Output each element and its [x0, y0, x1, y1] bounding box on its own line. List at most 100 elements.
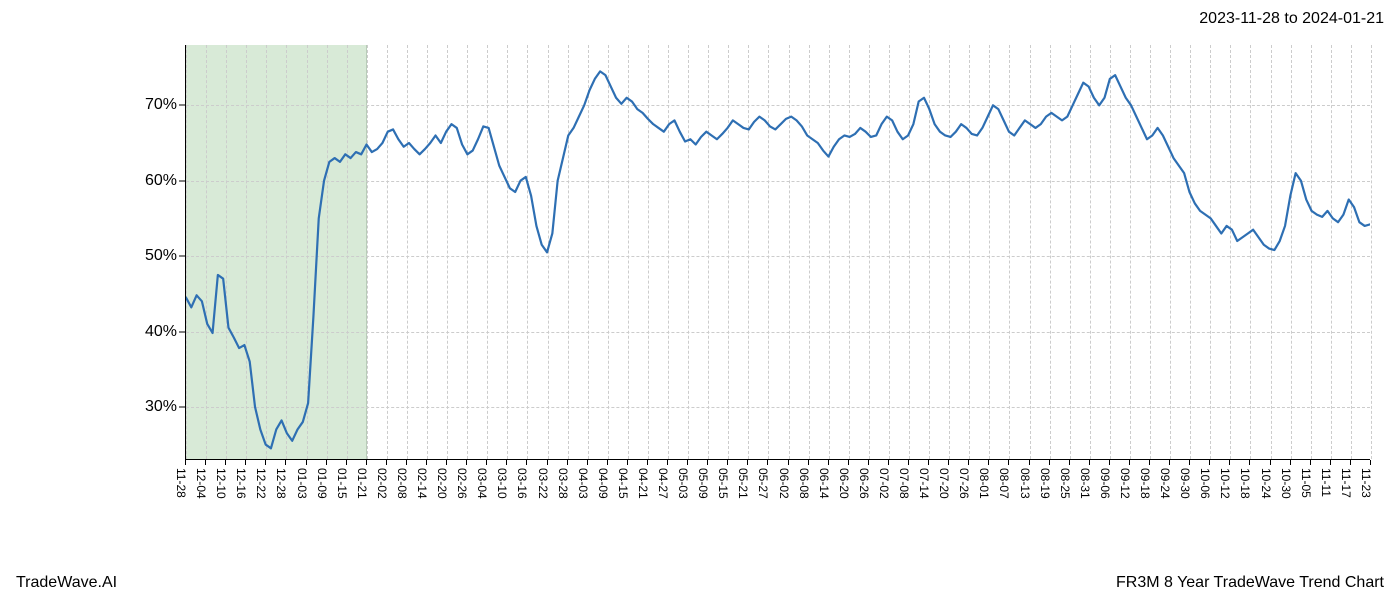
x-tick-label: 02-02 — [375, 468, 389, 499]
x-tick-mark — [1350, 460, 1351, 465]
x-tick-label: 06-14 — [817, 468, 831, 499]
x-tick-mark — [928, 460, 929, 465]
x-tick-label: 02-26 — [455, 468, 469, 499]
x-tick-label: 07-26 — [957, 468, 971, 499]
date-range-label: 2023-11-28 to 2024-01-21 — [1199, 10, 1384, 28]
x-tick-label: 01-15 — [335, 468, 349, 499]
x-tick-mark — [426, 460, 427, 465]
x-tick-label: 03-16 — [515, 468, 529, 499]
x-tick-mark — [788, 460, 789, 465]
v-gridline — [1371, 45, 1372, 459]
x-tick-label: 08-31 — [1078, 468, 1092, 499]
x-tick-mark — [245, 460, 246, 465]
x-tick-mark — [1049, 460, 1050, 465]
x-tick-label: 05-09 — [696, 468, 710, 499]
x-tick-label: 07-20 — [937, 468, 951, 499]
y-tick-label: 60% — [145, 172, 177, 190]
x-tick-label: 05-21 — [736, 468, 750, 499]
x-tick-label: 12-16 — [234, 468, 248, 499]
x-tick-label: 08-19 — [1038, 468, 1052, 499]
x-tick-mark — [627, 460, 628, 465]
x-tick-label: 11-28 — [174, 468, 188, 498]
x-tick-mark — [1370, 460, 1371, 465]
x-tick-label: 07-02 — [877, 468, 891, 499]
x-tick-mark — [667, 460, 668, 465]
x-tick-mark — [747, 460, 748, 465]
x-tick-label: 10-24 — [1259, 468, 1273, 499]
x-tick-label: 04-21 — [636, 468, 650, 499]
x-tick-mark — [466, 460, 467, 465]
x-tick-label: 11-23 — [1359, 468, 1373, 498]
x-tick-mark — [908, 460, 909, 465]
x-tick-mark — [848, 460, 849, 465]
x-tick-mark — [1209, 460, 1210, 465]
x-tick-mark — [306, 460, 307, 465]
x-tick-mark — [687, 460, 688, 465]
x-tick-label: 07-08 — [897, 468, 911, 499]
x-tick-label: 08-01 — [977, 468, 991, 499]
x-tick-mark — [1008, 460, 1009, 465]
x-tick-label: 06-02 — [777, 468, 791, 499]
x-tick-label: 05-15 — [716, 468, 730, 499]
x-tick-mark — [707, 460, 708, 465]
x-tick-mark — [446, 460, 447, 465]
y-tick-label: 30% — [145, 398, 177, 416]
x-tick-mark — [727, 460, 728, 465]
x-tick-label: 07-14 — [917, 468, 931, 499]
x-tick-mark — [406, 460, 407, 465]
x-tick-mark — [1029, 460, 1030, 465]
x-tick-mark — [326, 460, 327, 465]
x-tick-label: 04-09 — [596, 468, 610, 499]
x-tick-mark — [285, 460, 286, 465]
x-tick-mark — [265, 460, 266, 465]
x-tick-label: 05-27 — [756, 468, 770, 499]
x-tick-mark — [486, 460, 487, 465]
x-tick-label: 02-20 — [435, 468, 449, 499]
x-tick-mark — [205, 460, 206, 465]
x-tick-label: 10-18 — [1238, 468, 1252, 499]
x-tick-mark — [868, 460, 869, 465]
x-tick-mark — [1270, 460, 1271, 465]
x-tick-mark — [808, 460, 809, 465]
x-tick-label: 03-10 — [495, 468, 509, 499]
x-tick-label: 12-04 — [194, 468, 208, 499]
x-tick-label: 08-07 — [997, 468, 1011, 499]
x-tick-label: 11-17 — [1339, 468, 1353, 498]
x-tick-mark — [1129, 460, 1130, 465]
x-tick-label: 02-08 — [395, 468, 409, 499]
chart-title: FR3M 8 Year TradeWave Trend Chart — [1116, 574, 1384, 592]
y-axis: 30%40%50%60%70% — [70, 45, 185, 460]
x-tick-label: 09-30 — [1178, 468, 1192, 499]
x-tick-label: 01-21 — [355, 468, 369, 499]
x-tick-mark — [1109, 460, 1110, 465]
x-tick-mark — [828, 460, 829, 465]
x-tick-mark — [1229, 460, 1230, 465]
x-tick-mark — [1249, 460, 1250, 465]
x-tick-label: 09-24 — [1158, 468, 1172, 499]
x-tick-mark — [225, 460, 226, 465]
x-tick-mark — [1330, 460, 1331, 465]
x-tick-mark — [1310, 460, 1311, 465]
x-tick-label: 06-26 — [857, 468, 871, 499]
x-tick-label: 09-12 — [1118, 468, 1132, 499]
x-tick-label: 06-20 — [837, 468, 851, 499]
x-tick-mark — [968, 460, 969, 465]
plot-area — [185, 45, 1370, 460]
x-tick-label: 10-12 — [1218, 468, 1232, 499]
x-tick-mark — [1089, 460, 1090, 465]
x-tick-label: 11-11 — [1319, 468, 1333, 497]
x-tick-mark — [587, 460, 588, 465]
x-tick-mark — [647, 460, 648, 465]
x-tick-mark — [526, 460, 527, 465]
x-tick-mark — [366, 460, 367, 465]
x-tick-label: 12-10 — [214, 468, 228, 499]
x-tick-label: 01-09 — [315, 468, 329, 499]
x-tick-label: 04-27 — [656, 468, 670, 499]
x-tick-label: 11-05 — [1299, 468, 1313, 498]
x-tick-label: 12-22 — [254, 468, 268, 499]
line-series — [186, 45, 1370, 460]
x-tick-mark — [1069, 460, 1070, 465]
trend-chart: 30%40%50%60%70% 11-28 12-04 12-10 12-16 12-2… — [70, 45, 1370, 525]
x-tick-mark — [1189, 460, 1190, 465]
x-tick-mark — [567, 460, 568, 465]
